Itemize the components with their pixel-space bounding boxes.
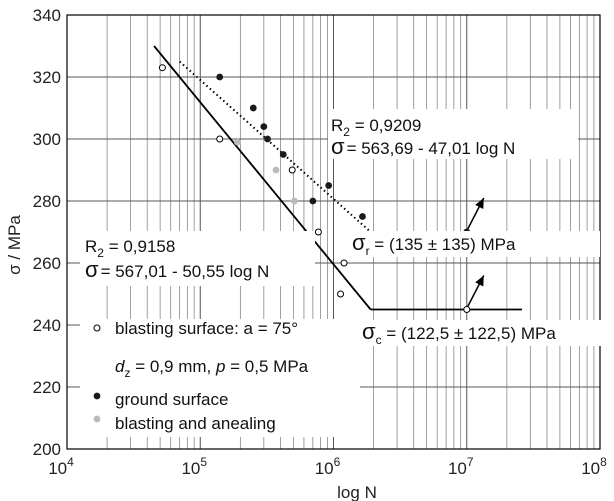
legend-label-annealing: blasting and anealing xyxy=(115,414,276,433)
fit-bottom-annotation-bg xyxy=(80,231,315,286)
data-point-series-0 xyxy=(463,306,471,313)
fit-top-equation: σ = 563,69 - 47,01 log N xyxy=(331,134,515,159)
x-label-log: log N xyxy=(337,483,377,501)
runout-arrow-head xyxy=(475,275,484,287)
y-axis-label: σ / MPa xyxy=(5,215,24,275)
fit-top-annotation-bg xyxy=(328,109,578,159)
fit-bottom-equation: σ = 567,01 - 50,55 log N xyxy=(85,257,269,282)
y-tick-label: 200 xyxy=(33,440,61,459)
fit-line-solid xyxy=(153,45,372,311)
data-point-series-1 xyxy=(359,213,366,220)
data-point-series-1 xyxy=(279,151,287,158)
legend: blasting surface: a = 75° dz = 0,9 mm, p… xyxy=(80,319,360,437)
data-point-series-0 xyxy=(337,290,345,298)
sigma-c-bg xyxy=(360,320,610,346)
x-tick-label: 105 xyxy=(181,455,207,478)
legend-label-blasting: blasting surface: a = 75° xyxy=(115,319,298,338)
x-tick-label: 104 xyxy=(48,455,74,478)
fit-bottom-r2: R2 = 0,9158 xyxy=(85,237,175,260)
sigma-r-bg xyxy=(350,231,600,257)
data-point-series-0 xyxy=(288,166,296,174)
data-point-series-1 xyxy=(309,197,317,205)
data-point-series-1 xyxy=(260,123,268,130)
data-point-series-1 xyxy=(216,73,224,81)
x-tick-label: 106 xyxy=(315,455,341,478)
data-point-series-2 xyxy=(272,166,280,174)
data-point-series-0 xyxy=(216,135,224,143)
sigma-c-annotation: σc = (122,5 ± 122,5) MPa xyxy=(362,319,556,347)
y-tick-label: 220 xyxy=(33,378,61,397)
fit-top-r2: R2 = 0,9209 xyxy=(331,116,421,139)
y-tick-label: 320 xyxy=(33,68,61,87)
legend-label-ground: ground surface xyxy=(115,390,228,409)
data-point-series-1 xyxy=(264,135,271,143)
data-point-series-1 xyxy=(325,182,333,189)
data-point-series-0 xyxy=(158,64,166,72)
y-axis-ticks: 200 220 240 260 280 300 320 340 xyxy=(33,6,61,459)
runout-arrow-head xyxy=(475,198,484,209)
data-point-series-2 xyxy=(233,138,241,146)
x-axis-label: log N xyxy=(337,483,377,501)
y-tick-label: 280 xyxy=(33,192,61,211)
y-tick-label: 260 xyxy=(33,254,61,273)
y-tick-label: 340 xyxy=(33,6,61,25)
data-point-series-2 xyxy=(291,197,298,205)
legend-marker-open xyxy=(93,324,101,332)
legend-label-blasting-params: dz = 0,9 mm, p = 0,5 MPa xyxy=(115,357,309,380)
data-point-series-1 xyxy=(249,104,257,112)
runout-arrows xyxy=(467,197,485,307)
x-tick-label: 107 xyxy=(448,455,474,478)
x-tick-label: 108 xyxy=(581,455,607,478)
data-points xyxy=(158,64,471,313)
y-tick-label: 240 xyxy=(33,316,61,335)
data-point-series-0 xyxy=(340,259,348,267)
legend-marker-ground xyxy=(93,392,101,400)
y-tick-label: 300 xyxy=(33,130,61,149)
legend-marker-annealing xyxy=(93,415,101,423)
data-point-series-0 xyxy=(314,228,322,236)
x-axis-ticks: 104 105 106 107 108 xyxy=(48,455,607,478)
legend-bg xyxy=(80,319,360,437)
sigma-r-annotation: σr = (135 ± 135) MPa xyxy=(352,230,516,258)
